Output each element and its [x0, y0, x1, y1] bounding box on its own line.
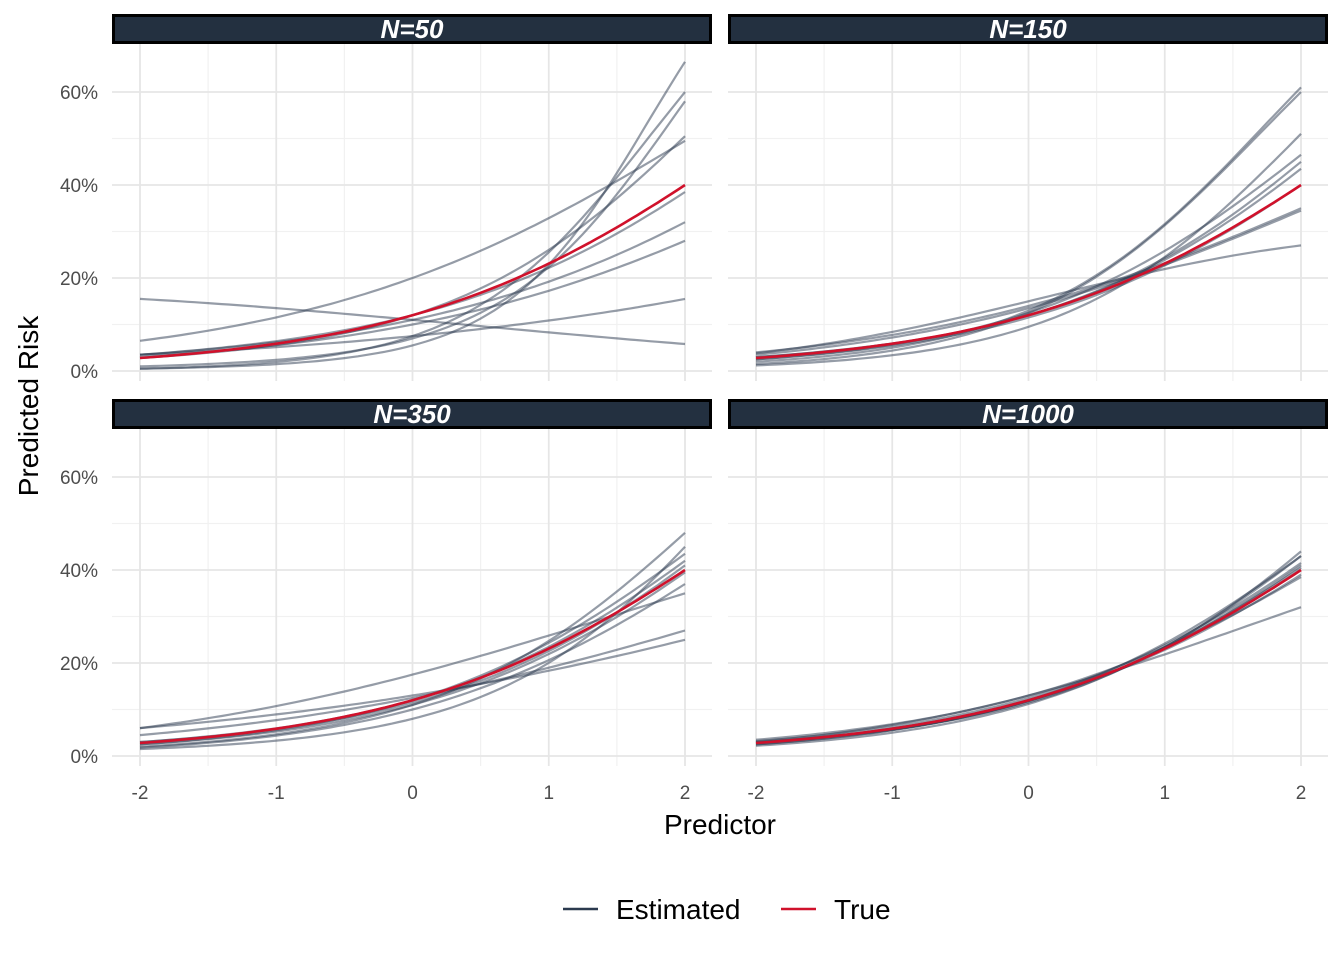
estimated-curve: [139, 571, 686, 746]
facet-strip-title: N=1000: [982, 399, 1074, 429]
y-axis-title: Predicted Risk: [13, 315, 44, 497]
x-tick-label: -2: [748, 783, 765, 804]
estimated-curve: [755, 244, 1302, 355]
x-tick-label: -1: [884, 783, 901, 804]
facet-strip: [728, 14, 1328, 44]
legend-label-true: True: [834, 894, 891, 925]
x-tick-label: 2: [1296, 783, 1307, 804]
estimated-curve: [139, 100, 686, 368]
panel-2: N=150: [728, 14, 1328, 381]
panel-3: N=350 0% 20% 40% 60% -2 -1 0 1 2: [60, 399, 712, 804]
estimated-curve: [755, 562, 1302, 743]
x-tick-label: 1: [543, 783, 554, 804]
panels-group: N=50 0% 20% 40% 60% N=150 N=350 0% 20% 40% 60% -2 -1…: [60, 14, 1328, 804]
facet-strip: [112, 14, 712, 44]
x-tick-label: 0: [1023, 783, 1034, 804]
true-curve: [139, 568, 686, 745]
y-tick-label: 40%: [60, 176, 98, 197]
estimated-curve: [139, 583, 686, 749]
y-tick-label: 20%: [60, 654, 98, 675]
true-curve: [755, 183, 1302, 360]
estimated-curve: [139, 61, 686, 370]
y-tick-label: 0%: [71, 747, 99, 768]
estimated-curve: [139, 638, 686, 730]
y-tick-label: 40%: [60, 561, 98, 582]
x-tick-label: 0: [407, 783, 418, 804]
x-tick-label: -2: [132, 783, 149, 804]
facet-strip: [728, 399, 1328, 429]
panel-1: N=50 0% 20% 40% 60%: [60, 14, 712, 383]
y-tick-label: 20%: [60, 269, 98, 290]
y-tick-label: 0%: [71, 362, 99, 383]
x-tick-label: 2: [680, 783, 691, 804]
estimated-curve: [755, 86, 1302, 363]
estimated-curve: [139, 629, 686, 737]
x-axis-title: Predictor: [664, 809, 776, 840]
legend: Estimated True: [563, 894, 891, 925]
x-tick-label: 1: [1159, 783, 1170, 804]
facet-strip-title: N=50: [381, 14, 444, 44]
true-curve: [755, 568, 1302, 745]
facet-strip-title: N=150: [989, 14, 1067, 44]
estimated-curve: [755, 209, 1302, 356]
estimated-curve: [755, 207, 1302, 354]
facet-strip-title: N=350: [373, 399, 451, 429]
facet-strip: [112, 399, 712, 429]
y-tick-label: 60%: [60, 83, 98, 104]
y-tick-label: 60%: [60, 468, 98, 489]
true-curve: [139, 183, 686, 360]
panel-4: N=1000 -2 -1 0 1 2: [728, 399, 1328, 804]
legend-label-estimated: Estimated: [616, 894, 741, 925]
estimated-curve: [139, 139, 686, 342]
x-tick-label: -1: [268, 783, 285, 804]
